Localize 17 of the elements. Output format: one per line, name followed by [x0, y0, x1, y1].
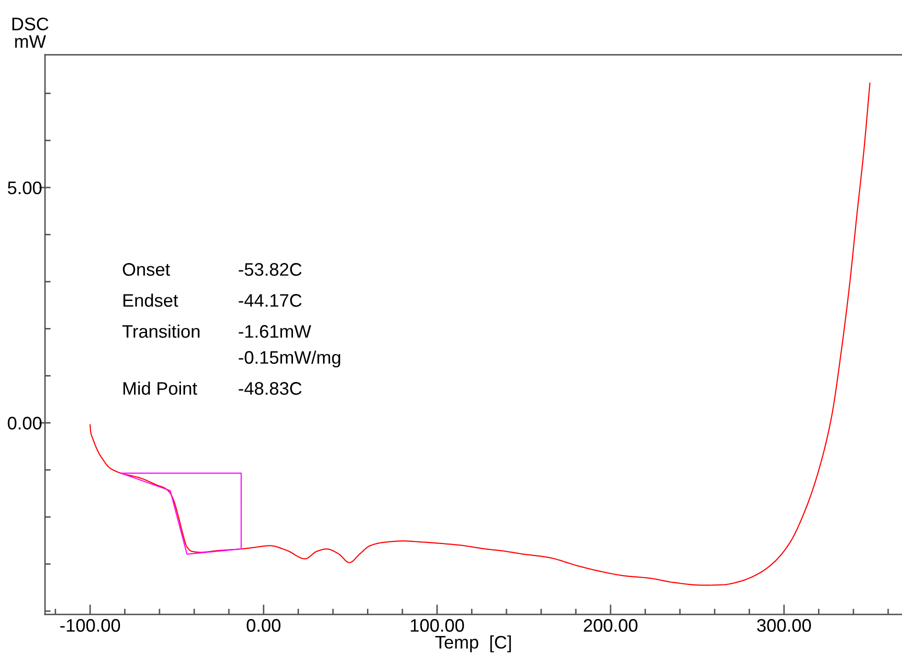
- y-tick-label: 5.00: [8, 181, 42, 194]
- annotation: Transition: [122, 324, 200, 338]
- x-tick-label: 200.00: [584, 619, 638, 632]
- x-tick-label: 100.00: [410, 619, 464, 632]
- x-tick-label: 300.00: [757, 619, 811, 632]
- annotation: Onset: [122, 263, 170, 276]
- y-axis-title: DSC mW: [12, 18, 48, 48]
- annotation: Endset: [123, 294, 178, 307]
- x-tick-label: 0.00: [246, 619, 280, 632]
- annotation: -48.83C: [238, 382, 302, 395]
- annotation: -53.82C: [238, 263, 302, 276]
- x-tick-label: -100.00: [60, 619, 120, 632]
- annotation: -0.15mW/mg: [238, 350, 340, 368]
- annotation: -44.17C: [238, 294, 302, 307]
- annotation: Mid Point: [123, 382, 198, 395]
- annotation: -1.61mW: [238, 325, 312, 338]
- x-axis-title: Temp [C]: [435, 635, 511, 652]
